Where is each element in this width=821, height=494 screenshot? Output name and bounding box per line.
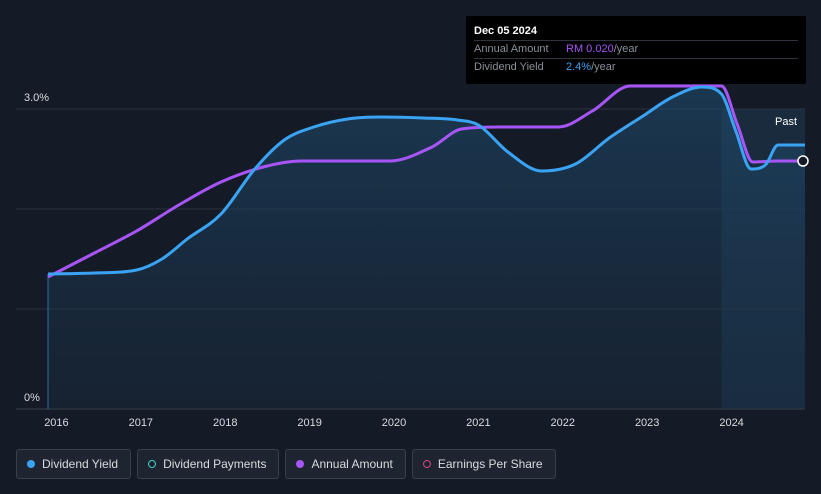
dividend-yield-line[interactable] — [47, 85, 805, 276]
tooltip-date: Dec 05 2024 — [474, 25, 537, 37]
filled-dot-icon — [27, 460, 35, 468]
legend: Dividend Yield Dividend Payments Annual … — [16, 449, 556, 479]
x-tick-label: 2018 — [213, 417, 237, 429]
legend-label: Earnings Per Share — [437, 457, 543, 471]
dividend-yield-area — [48, 87, 805, 409]
hollow-dot-icon — [422, 460, 431, 468]
tooltip-annual-amount-label: Annual Amount — [474, 43, 549, 55]
past-label: Past — [775, 116, 797, 128]
hollow-dot-icon — [148, 460, 157, 468]
x-tick-label: 2023 — [635, 417, 659, 429]
x-tick-label: 2022 — [551, 417, 575, 429]
x-axis-ticks: 2016 2017 2018 2019 2020 2021 2022 2023 2024 — [44, 417, 744, 429]
tooltip-yield-label: Dividend Yield — [474, 61, 544, 73]
tooltip-annual-amount-row: Annual Amount RM 0.020 /year — [474, 40, 798, 58]
filled-dot-icon — [296, 460, 305, 468]
legend-annual-amount[interactable]: Annual Amount — [285, 449, 406, 479]
x-tick-label: 2024 — [719, 417, 743, 429]
y-axis-ticks: 3.0% 0% — [24, 92, 49, 404]
tooltip-yield-value: 2.4% — [566, 61, 592, 73]
x-tick-label: 2019 — [297, 417, 321, 429]
tooltip-annual-amount-unit: /year — [613, 43, 639, 55]
tooltip-annual-amount-value: RM 0.020 — [566, 43, 614, 55]
legend-dividend-yield[interactable]: Dividend Yield — [16, 449, 132, 479]
legend-label: Dividend Payments — [163, 457, 267, 471]
legend-dividend-payments[interactable]: Dividend Payments — [137, 449, 280, 479]
legend-earnings-per-share[interactable]: Earnings Per Share — [411, 449, 556, 479]
annual-amount-line[interactable] — [47, 84, 805, 279]
y-tick-label: 0% — [24, 392, 40, 404]
tooltip-yield-unit: /year — [591, 61, 616, 73]
x-tick-label: 2021 — [466, 417, 490, 429]
x-tick-label: 2016 — [44, 417, 68, 429]
x-tick-label: 2017 — [129, 417, 153, 429]
y-tick-label: 3.0% — [24, 92, 49, 104]
end-marker-circle — [797, 155, 809, 167]
x-tick-label: 2020 — [382, 417, 406, 429]
legend-label: Annual Amount — [311, 457, 393, 471]
tooltip: Dec 05 2024 Annual Amount RM 0.020 /year… — [466, 16, 806, 84]
legend-label: Dividend Yield — [42, 457, 119, 471]
tooltip-yield-row: Dividend Yield 2.4% /year — [474, 58, 798, 76]
